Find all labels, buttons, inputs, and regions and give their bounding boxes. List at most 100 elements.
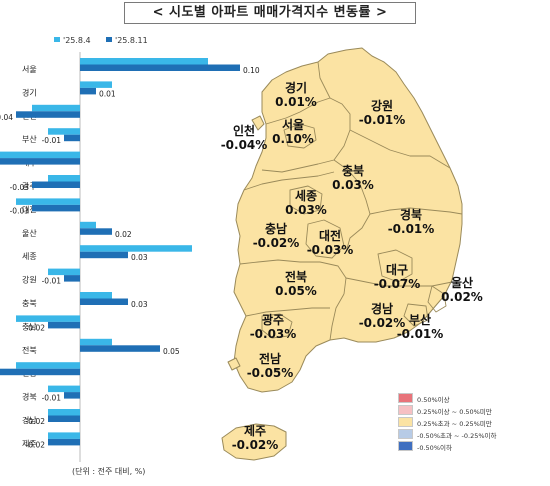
map-label-region: 충남 -0.02%: [253, 222, 300, 250]
region-name: 울산: [450, 276, 474, 290]
bar-series-2: [48, 438, 80, 446]
map-label-region: 전남 -0.05%: [247, 352, 294, 380]
category-label: 경북: [22, 392, 37, 402]
map-label-region: 경기 0.01%: [275, 81, 317, 109]
bar-series-1: [48, 128, 80, 135]
bar-series-2: [0, 158, 80, 165]
incheon-islands: [251, 115, 265, 131]
map-label-region: 광주 -0.03%: [250, 313, 297, 341]
border-gangwon-south: [349, 129, 451, 169]
map-label-region: 울산 0.02%: [441, 276, 483, 304]
data-label: 0.01: [99, 89, 116, 98]
border-jeonnam: [245, 307, 330, 317]
bar-series-2: [80, 228, 112, 235]
border-jeonbuk: [239, 259, 347, 295]
region-value: -0.01%: [387, 222, 435, 236]
category-label: 경기: [22, 87, 37, 97]
border-gyeonggi: [261, 97, 351, 173]
map-label-region: 경북 -0.01%: [388, 208, 435, 236]
bar-series-2: [64, 392, 80, 399]
region-value: 0.03%: [285, 203, 327, 217]
border-ulsan: [427, 285, 447, 313]
border-seoul: [283, 123, 317, 149]
data-label: -0.01: [42, 136, 62, 145]
data-label: -0.02: [26, 323, 46, 332]
region-value: -0.02%: [231, 438, 279, 452]
category-label: 경남: [22, 415, 37, 425]
data-label: -0.01: [42, 277, 62, 286]
category-label: 부산: [22, 134, 37, 144]
data-label: 0.03: [131, 253, 148, 262]
map-label-region: 대구 -0.07%: [374, 263, 421, 291]
region-name: 부산: [408, 313, 432, 327]
legend-label: 0.25%초과 ~ 0.25%미만: [417, 420, 492, 428]
region-value: -0.01%: [396, 327, 444, 341]
bar-series-1: [16, 362, 80, 369]
map-label-region: 경남 -0.02%: [359, 302, 406, 330]
map-label-region: 전북 0.05%: [275, 270, 317, 298]
bar-series-2: [80, 87, 96, 95]
region-name: 세종: [294, 189, 318, 203]
region-value: -0.03%: [306, 243, 354, 257]
bar-series-2: [0, 368, 80, 376]
border-gwangju: [261, 313, 293, 339]
legend-label: 0.50%이상: [417, 396, 450, 404]
region-value: 0.02%: [441, 290, 483, 304]
bar-series-1: [80, 58, 208, 65]
legend-swatch: [398, 405, 413, 415]
map-label-region: 부산 -0.01%: [397, 313, 444, 341]
region-name: 대전: [318, 229, 342, 243]
region-name: 광주: [261, 313, 285, 327]
region-value: -0.02%: [358, 316, 406, 330]
region-name: 충북: [341, 164, 365, 178]
legend-swatch: [398, 393, 413, 403]
bar-series-1: [48, 432, 80, 439]
category-label: 전북: [22, 345, 37, 355]
legend-label: -0.50%이하: [417, 444, 452, 452]
map-label-region: 세종 0.03%: [285, 189, 327, 217]
unit-note: (단위 : 전주 대비, %): [72, 467, 146, 476]
border-gyeongbuk: [369, 207, 463, 215]
data-label: -0.04: [0, 113, 13, 122]
region-name: 경북: [399, 208, 423, 222]
bar-series-2: [32, 181, 80, 188]
data-label: -0.02: [26, 440, 46, 449]
bar-series-1: [16, 315, 80, 322]
map-label-region: 충북 0.03%: [332, 164, 374, 192]
bar-series-2: [16, 111, 80, 118]
bar-series-2: [48, 415, 80, 422]
legend-label: -0.50%초과 ~ -0.25%이하: [417, 432, 497, 440]
region-value: 0.05%: [275, 284, 317, 298]
bar-series-2: [32, 204, 80, 212]
border-chungbuk: [333, 159, 371, 253]
bar-series-1: [48, 268, 80, 276]
bar-series-2: [48, 321, 80, 329]
bar-series-2: [64, 134, 80, 142]
legend-swatch: [398, 417, 413, 427]
bar-series-1: [0, 151, 80, 159]
data-label: -0.02: [26, 417, 46, 426]
region-value: -0.07%: [373, 277, 421, 291]
category-label: 충북: [22, 299, 37, 308]
region-value: -0.03%: [249, 327, 297, 341]
chart-title: < 시도별 아파트 매매가격지수 변동률 >: [124, 2, 416, 24]
map-label-region: 제주 -0.02%: [232, 424, 279, 452]
jeonnam-islands: [227, 357, 241, 371]
border-gyeongnam: [329, 293, 345, 341]
legend-label-series-2: '25.8.11: [115, 36, 148, 45]
bar-series-1: [80, 221, 96, 229]
category-label: 광주: [22, 181, 37, 191]
bar-series-2: [80, 298, 128, 305]
region-name: 강원: [370, 99, 394, 113]
border-chungnam: [243, 171, 335, 191]
bar-series-1: [48, 409, 80, 416]
legend-swatch: [398, 441, 413, 451]
jeju-island: [221, 423, 287, 461]
bar-series-2: [64, 275, 80, 282]
data-label: 0.05: [163, 347, 180, 356]
region-value: 0.10%: [272, 132, 314, 146]
bar-series-1: [48, 175, 80, 182]
border-daejeon: [305, 219, 345, 259]
legend-swatch: [398, 429, 413, 439]
region-name: 충남: [264, 222, 288, 236]
